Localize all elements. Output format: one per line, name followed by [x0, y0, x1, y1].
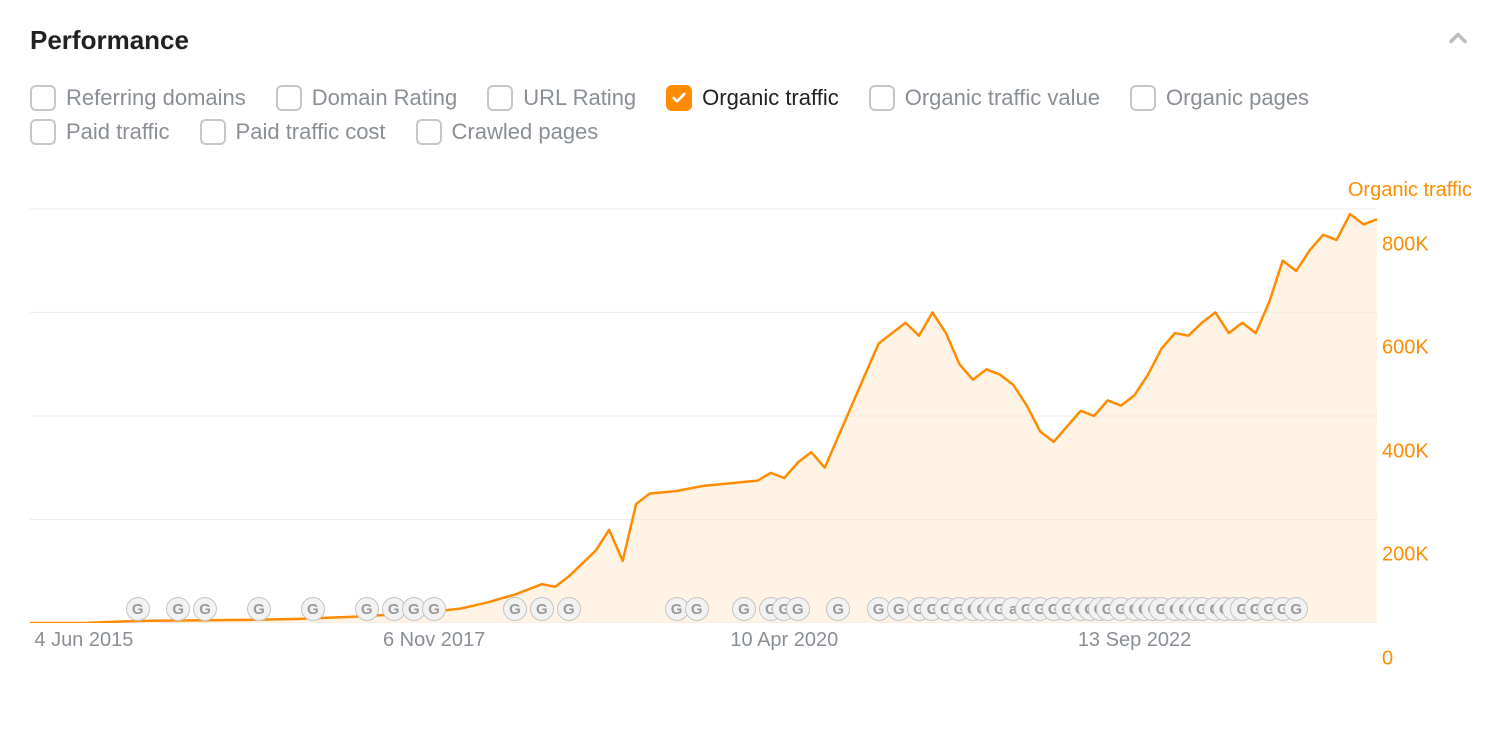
- y-tick-label: 400K: [1382, 440, 1429, 463]
- event-marker[interactable]: G: [1284, 597, 1308, 621]
- filter-label: URL Rating: [523, 85, 636, 111]
- checkbox-icon: [276, 85, 302, 111]
- filter-checkbox-domain-rating[interactable]: Domain Rating: [276, 85, 458, 111]
- filter-checkbox-crawled-pages[interactable]: Crawled pages: [416, 119, 599, 145]
- checkbox-icon: [869, 85, 895, 111]
- filter-label: Organic traffic value: [905, 85, 1100, 111]
- checkbox-icon: [30, 119, 56, 145]
- chart-x-axis: 4 Jun 2015 6 Nov 2017 10 Apr 2020 13 Sep 20…: [30, 629, 1377, 657]
- filter-label: Domain Rating: [312, 85, 458, 111]
- event-marker[interactable]: G: [732, 597, 756, 621]
- checkbox-icon: [30, 85, 56, 111]
- collapse-button[interactable]: [1444, 24, 1472, 57]
- filter-checkbox-organic-pages[interactable]: Organic pages: [1130, 85, 1309, 111]
- event-marker[interactable]: G: [422, 597, 446, 621]
- x-tick-label: 10 Apr 2020: [730, 629, 838, 652]
- filter-checkbox-url-rating[interactable]: URL Rating: [487, 85, 636, 111]
- filter-label: Paid traffic: [66, 119, 170, 145]
- checkbox-icon: [666, 85, 692, 111]
- x-tick-label: 13 Sep 2022: [1078, 629, 1191, 652]
- filter-bar: Referring domains Domain Rating URL Rating…: [30, 85, 1472, 145]
- x-tick-label: 6 Nov 2017: [383, 629, 485, 652]
- section-title: Performance: [30, 25, 189, 56]
- event-marker[interactable]: G: [247, 597, 271, 621]
- event-marker[interactable]: G: [301, 597, 325, 621]
- event-marker[interactable]: G: [557, 597, 581, 621]
- event-marker[interactable]: G: [355, 597, 379, 621]
- event-marker[interactable]: G: [126, 597, 150, 621]
- event-marker[interactable]: G: [530, 597, 554, 621]
- chart-svg: [30, 183, 1377, 623]
- event-marker[interactable]: G: [685, 597, 709, 621]
- event-marker[interactable]: G: [503, 597, 527, 621]
- event-marker[interactable]: G: [166, 597, 190, 621]
- filter-checkbox-organic-traffic-value[interactable]: Organic traffic value: [869, 85, 1100, 111]
- checkbox-icon: [416, 119, 442, 145]
- filter-checkbox-referring-domains[interactable]: Referring domains: [30, 85, 246, 111]
- filter-label: Organic traffic: [702, 85, 839, 111]
- y-tick-label: 600K: [1382, 337, 1429, 360]
- event-marker[interactable]: G: [193, 597, 217, 621]
- chevron-up-icon: [1444, 24, 1472, 52]
- chart-y-axis: 0200K400K600K800K: [1382, 219, 1472, 659]
- x-tick-label: 4 Jun 2015: [34, 629, 133, 652]
- filter-checkbox-paid-traffic-cost[interactable]: Paid traffic cost: [200, 119, 386, 145]
- filter-checkbox-paid-traffic[interactable]: Paid traffic: [30, 119, 170, 145]
- event-marker[interactable]: G: [786, 597, 810, 621]
- event-marker[interactable]: G: [826, 597, 850, 621]
- filter-checkbox-organic-traffic[interactable]: Organic traffic: [666, 85, 839, 111]
- chart-plot-area[interactable]: GGGGGGGGGGGGGGGGGGGGGGGGGGGGGaGGGGGGGGGG…: [30, 183, 1377, 623]
- performance-chart: Organic traffic GGGGGGGGGGGGGGGGGGGGGGGG…: [30, 183, 1472, 657]
- checkbox-icon: [487, 85, 513, 111]
- checkbox-icon: [1130, 85, 1156, 111]
- y-tick-label: 0: [1382, 648, 1393, 671]
- filter-label: Referring domains: [66, 85, 246, 111]
- filter-label: Crawled pages: [452, 119, 599, 145]
- y-tick-label: 800K: [1382, 233, 1429, 256]
- checkbox-icon: [200, 119, 226, 145]
- filter-label: Organic pages: [1166, 85, 1309, 111]
- filter-label: Paid traffic cost: [236, 119, 386, 145]
- y-tick-label: 200K: [1382, 544, 1429, 567]
